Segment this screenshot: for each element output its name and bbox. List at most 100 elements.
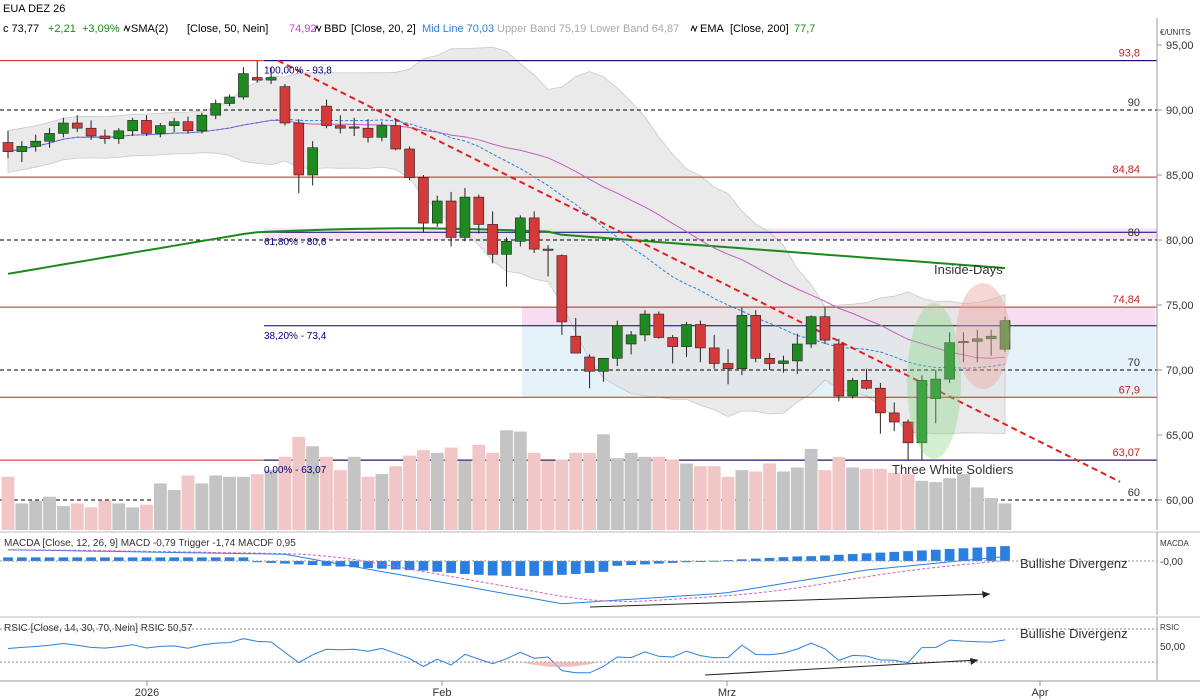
macd-histogram-bar	[293, 561, 304, 565]
volume-bar	[693, 466, 707, 530]
macd-trigger-line	[7, 549, 1006, 603]
candle	[141, 115, 152, 136]
candle	[584, 354, 595, 389]
macd-histogram-bar	[17, 557, 27, 561]
candle	[155, 123, 166, 138]
candle	[875, 383, 886, 434]
macd-histogram-bar	[709, 560, 720, 562]
candle	[418, 175, 429, 233]
macd-series	[0, 546, 1157, 608]
candle-body	[404, 148, 415, 178]
candle	[916, 375, 928, 460]
candle-body	[695, 324, 706, 349]
candle-body	[833, 343, 845, 397]
candle-body	[127, 120, 138, 132]
macd-title-text: MACDA [Close, 12, 26, 9] MACD -0,79 Trig…	[4, 538, 296, 549]
macd-histogram-bar	[889, 551, 900, 561]
legend-icons	[123, 24, 698, 33]
price-level-label-6: 67,9	[1119, 384, 1140, 396]
volume-bar	[472, 444, 486, 530]
price-tick-label-1: 65,00	[1166, 430, 1194, 442]
volume-bar	[597, 434, 610, 530]
macd-histogram-bar	[847, 554, 858, 561]
volume-bar	[389, 466, 403, 530]
candle	[487, 211, 498, 264]
macd-panel-label: MACDA	[1160, 539, 1190, 548]
volume-bar	[375, 474, 389, 530]
rsi-panel-label: RSIC	[1160, 623, 1179, 632]
bbd-name: BBD	[324, 23, 347, 35]
candle	[196, 112, 208, 134]
volume-bar	[541, 460, 555, 530]
price-level-label-8: 60	[1128, 487, 1140, 499]
price-tick-label-0: 60,00	[1166, 495, 1194, 507]
macd-histogram-bar	[224, 557, 235, 561]
candle-body	[431, 200, 443, 224]
volume-bar	[984, 498, 998, 530]
volume-bar	[555, 459, 569, 530]
candle	[113, 128, 125, 144]
ema-name: EMA	[700, 23, 725, 35]
volume-bar	[43, 496, 56, 530]
volume-bar	[416, 450, 430, 530]
candle-body	[224, 96, 235, 104]
candle	[999, 316, 1011, 352]
price-level-label-0: 93,8	[1119, 48, 1140, 60]
volume-bar	[70, 503, 84, 530]
candle-body	[459, 196, 471, 238]
volume-bar	[707, 466, 721, 530]
volume-bar	[209, 475, 223, 530]
macd-histogram-bar	[820, 555, 830, 561]
sma-legend-icon	[123, 24, 131, 33]
macd-histogram-bar	[3, 557, 13, 561]
volume-bar	[264, 470, 278, 530]
fib-label-2: 38,20% - 73,4	[264, 331, 327, 342]
macd-histogram-bar	[930, 549, 941, 561]
volume-bar	[195, 483, 209, 530]
macd-histogram-bar	[598, 561, 609, 572]
macd-histogram-bar	[640, 561, 650, 565]
macd-histogram-bar	[501, 561, 512, 576]
candle	[348, 117, 360, 136]
macd-histogram-bar	[30, 557, 41, 561]
volume-bar	[970, 487, 984, 530]
price-tick-label-4: 80,00	[1166, 235, 1194, 247]
volume-bar	[278, 456, 292, 530]
macd-histogram-bar	[307, 561, 318, 566]
candle-body	[473, 196, 485, 225]
candle	[888, 402, 900, 432]
bbd-legend-icon	[314, 24, 322, 33]
macd-histogram-bar	[875, 552, 886, 561]
candle	[750, 310, 762, 363]
candle	[224, 94, 235, 107]
volume-bar	[777, 471, 790, 530]
candle-body	[625, 334, 637, 345]
candle	[847, 377, 858, 399]
rsi-panel: RSIC [Close, 14, 30, 70, Nein] RSIC 50,5…	[0, 616, 1200, 680]
volume-bar	[610, 458, 624, 530]
sma-params: [Close, 50, Nein]	[187, 23, 268, 35]
inside-days-label: Inside-Days	[934, 262, 1003, 277]
macd-histogram-bar	[418, 561, 429, 571]
candle	[861, 368, 872, 390]
macd-arrow-head	[982, 591, 990, 598]
candle-body	[85, 127, 97, 137]
candle	[445, 191, 457, 247]
candle	[404, 146, 415, 181]
candle-body	[667, 337, 678, 347]
candle	[819, 307, 831, 344]
candle-body	[58, 122, 69, 134]
macd-histogram-bar	[958, 548, 969, 561]
candle-body	[348, 126, 360, 129]
ema-value: 77,7	[794, 23, 815, 35]
macd-histogram-bar	[100, 557, 110, 561]
candle	[279, 84, 291, 126]
volume-bar	[56, 506, 70, 530]
volume-bar	[250, 474, 264, 530]
macd-histogram-bar	[612, 561, 623, 566]
candle-body	[681, 324, 692, 347]
volume-bar	[361, 476, 375, 530]
candle-body	[113, 130, 125, 139]
candle-body	[944, 342, 955, 380]
macd-histogram-bar	[737, 559, 747, 561]
